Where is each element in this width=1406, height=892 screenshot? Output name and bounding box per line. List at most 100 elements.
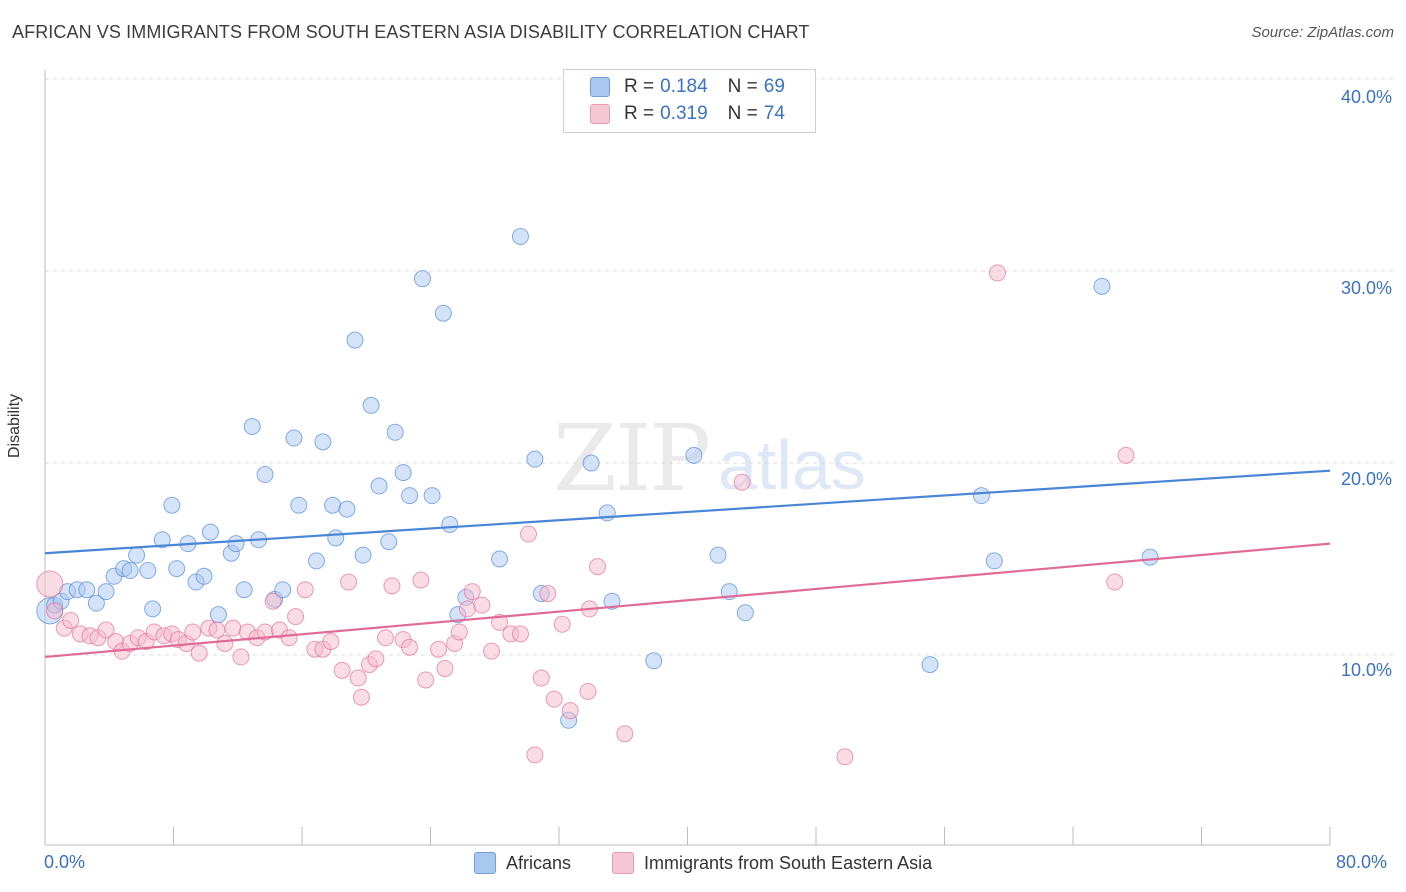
africans-point [985, 552, 1003, 570]
africans-point [243, 418, 261, 436]
bottom-legend-immigrants: Immigrants from South Eastern Asia [612, 852, 932, 874]
africans-trend-line [44, 469, 1331, 555]
africans-point [324, 496, 342, 514]
immigrants-point [1117, 446, 1135, 464]
africans-point [307, 552, 325, 570]
immigrants-point [553, 615, 571, 633]
africans-point [413, 270, 431, 288]
legend-r-value: 0.319 [660, 103, 708, 124]
immigrants-point [473, 596, 491, 614]
immigrants-point [62, 611, 80, 629]
immigrants-point [836, 748, 854, 766]
immigrants-point [280, 629, 298, 647]
africans-point [201, 523, 219, 541]
immigrants-point [616, 725, 634, 743]
bottom-legend-africans: Africans [474, 852, 571, 874]
africans-point [227, 535, 245, 553]
immigrants-point [450, 623, 468, 641]
africans-point [582, 454, 600, 472]
africans-point [168, 560, 186, 578]
immigrants-point [232, 648, 250, 666]
africans-point [685, 446, 703, 464]
immigrants-point [296, 581, 314, 599]
immigrants-point [322, 633, 340, 651]
x-min-label: 0.0% [44, 852, 86, 872]
immigrants-point [436, 659, 454, 677]
chart-title: AFRICAN VS IMMIGRANTS FROM SOUTH EASTERN… [12, 22, 810, 42]
africans-point [285, 429, 303, 447]
africans-point [511, 227, 529, 245]
immigrants-point [340, 573, 358, 591]
legend-n-value: 74 [763, 103, 785, 124]
africans-point [736, 604, 754, 622]
legend-n-label: N = [727, 76, 758, 97]
africans-point [346, 331, 364, 349]
africans-point [491, 550, 509, 568]
immigrants-point [216, 634, 234, 652]
bottom-legend-swatch-africans [474, 852, 496, 874]
bottom-legend-label-immigrants: Immigrants from South Eastern Asia [644, 852, 933, 873]
immigrants-point [511, 625, 529, 643]
immigrants-point [430, 640, 448, 658]
immigrants-point [36, 570, 64, 598]
immigrants-point [579, 682, 597, 700]
africans-point [386, 423, 404, 441]
immigrants-trend-line [44, 542, 1331, 659]
africans-point [163, 496, 181, 514]
immigrants-point [561, 702, 579, 720]
africans-point [370, 477, 388, 495]
africans-point [314, 433, 332, 451]
africans-point [274, 581, 292, 599]
immigrants-point [377, 629, 395, 647]
immigrants-point [733, 473, 751, 491]
legend-row-immigrants: R = 0.319 N = 74 [590, 103, 785, 125]
correlation-legend: R = 0.184 N = 69 R = 0.319 N = 74 [563, 69, 816, 133]
africans-point [362, 396, 380, 414]
immigrants-point [491, 613, 509, 631]
africans-point [423, 487, 441, 505]
africans-point [401, 487, 419, 505]
immigrants-point [184, 623, 202, 641]
africans-point [645, 652, 663, 670]
y-axis-label: Disability [6, 393, 23, 458]
immigrants-point [264, 592, 282, 610]
africans-point [1141, 548, 1159, 566]
immigrants-point [287, 608, 305, 626]
immigrants-point [458, 600, 476, 618]
immigrants-point [97, 621, 115, 639]
legend-row-africans: R = 0.184 N = 69 [590, 76, 785, 98]
africans-point [153, 531, 171, 549]
legend-n-label: N = [727, 103, 758, 124]
africans-point [235, 581, 253, 599]
immigrants-point [589, 558, 607, 576]
immigrants-point [532, 669, 550, 687]
y-tick-label: 40.0% [1340, 87, 1392, 107]
immigrants-point [46, 602, 64, 620]
immigrants-point [352, 688, 370, 706]
africans-point [441, 515, 459, 533]
africans-point [144, 600, 162, 618]
africans-point [921, 656, 939, 674]
legend-swatch-africans [590, 77, 610, 97]
y-tick-label: 10.0% [1340, 660, 1392, 680]
immigrants-point [349, 669, 367, 687]
africans-point [709, 546, 727, 564]
immigrants-point [526, 746, 544, 764]
immigrants-point [412, 571, 430, 589]
africans-point [603, 592, 621, 610]
africans-point [338, 500, 356, 518]
immigrants-point [224, 619, 242, 637]
legend-n-value: 69 [763, 76, 785, 97]
africans-point [434, 304, 452, 322]
immigrants-point [539, 585, 557, 603]
x-max-label: 80.0% [1336, 852, 1388, 872]
africans-point [195, 567, 213, 585]
watermark-atlas: atlas [718, 426, 866, 504]
immigrants-point [417, 671, 435, 689]
africans-point [972, 487, 990, 505]
immigrants-point [190, 644, 208, 662]
bottom-legend-swatch-immigrants [612, 852, 634, 874]
y-tick-label: 30.0% [1340, 278, 1392, 298]
africans-point [380, 533, 398, 551]
